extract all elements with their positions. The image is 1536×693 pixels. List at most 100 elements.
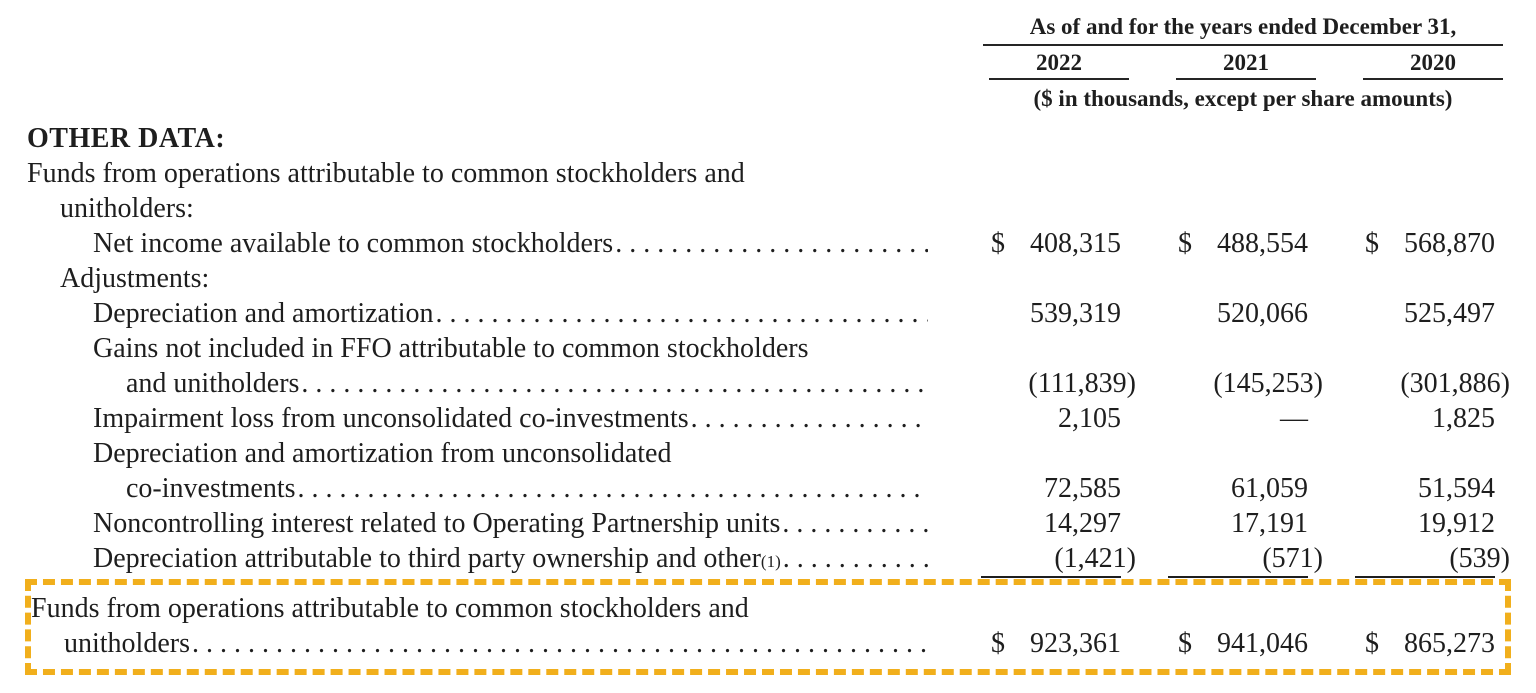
currency-symbol: $ — [991, 628, 1005, 659]
dot-leader — [192, 626, 928, 661]
value-2020: (539) — [1355, 541, 1510, 578]
value-2020: 51,594 — [1355, 471, 1495, 506]
dot-leader — [298, 471, 928, 506]
amount: 539,319 — [1030, 298, 1121, 329]
amount: 17,191 — [1231, 508, 1308, 539]
table-data-row: Noncontrolling interest related to Opera… — [0, 506, 1536, 541]
highlighted-rows: Funds from operations attributable to co… — [31, 591, 1505, 661]
value-2022: 2,105 — [981, 401, 1121, 436]
table-data-row: Impairment loss from unconsolidated co-i… — [0, 401, 1536, 436]
row-label: Depreciation and amortization from uncon… — [93, 438, 672, 469]
row-label: unitholders: — [60, 193, 194, 224]
value-2020: $568,870 — [1355, 226, 1495, 261]
dot-leader — [691, 401, 928, 436]
value-2020: 525,497 — [1355, 296, 1495, 331]
amount: 72,585 — [1044, 473, 1121, 504]
year-column-2021: 2021 — [1176, 51, 1316, 80]
table-label-row: Funds from operations attributable to co… — [31, 591, 1505, 626]
value-2021: $488,554 — [1168, 226, 1308, 261]
row-label: Gains not included in FFO attributable t… — [93, 333, 809, 364]
value-2021: (571) — [1168, 541, 1323, 578]
row-label: Noncontrolling interest related to Opera… — [93, 508, 781, 539]
table-header: As of and for the years ended December 3… — [0, 14, 1536, 111]
row-label: Funds from operations attributable to co… — [27, 158, 745, 189]
amount: 408,315 — [1030, 228, 1121, 259]
table-data-row: and unitholders (111,839) (145,253) (301,88… — [0, 366, 1536, 401]
amount: 941,046 — [1217, 628, 1308, 659]
table-body: OTHER DATA: Funds from operations attribu… — [0, 121, 1536, 578]
header-years-row: 2022 2021 2020 — [0, 51, 1536, 80]
value-2022: 539,319 — [981, 296, 1121, 331]
currency-symbol: $ — [1178, 228, 1192, 259]
value-2020: $865,273 — [1355, 626, 1495, 661]
table-label-row: Gains not included in FFO attributable t… — [0, 331, 1536, 366]
currency-symbol: $ — [1365, 228, 1379, 259]
currency-symbol: $ — [991, 228, 1005, 259]
currency-symbol: $ — [1178, 628, 1192, 659]
value-2021: (145,253) — [1168, 366, 1323, 401]
year-column-2020: 2020 — [1363, 51, 1503, 80]
row-label: Adjustments: — [60, 263, 210, 294]
amount: — — [1280, 403, 1308, 434]
table-label-row: Adjustments: — [0, 261, 1536, 296]
dot-leader — [436, 296, 928, 331]
value-2022: $923,361 — [981, 626, 1121, 661]
header-units-note: ($ in thousands, except per share amount… — [1033, 86, 1453, 111]
table-label-row: Funds from operations attributable to co… — [0, 156, 1536, 191]
value-2022: (111,839) — [981, 366, 1136, 401]
amount: 51,594 — [1418, 473, 1495, 504]
amount: 14,297 — [1044, 508, 1121, 539]
dot-leader — [783, 541, 928, 576]
value-2021: 520,066 — [1168, 296, 1308, 331]
header-period-title: As of and for the years ended December 3… — [983, 14, 1503, 46]
table-data-row: Depreciation and amortization 539,319 520,… — [0, 296, 1536, 331]
amount: 1,825 — [1432, 403, 1495, 434]
currency-symbol: $ — [1365, 628, 1379, 659]
amount: (1,421) — [1054, 543, 1136, 574]
amount: 520,066 — [1217, 298, 1308, 329]
value-2022: $408,315 — [981, 226, 1121, 261]
amount: 19,912 — [1418, 508, 1495, 539]
value-2022: 14,297 — [981, 506, 1121, 541]
amount: 2,105 — [1058, 403, 1121, 434]
row-label: Funds from operations attributable to co… — [31, 593, 749, 624]
row-label: Impairment loss from unconsolidated co-i… — [93, 403, 689, 434]
row-label: Depreciation attributable to third party… — [93, 543, 761, 574]
value-2021: 17,191 — [1168, 506, 1308, 541]
amount: 923,361 — [1030, 628, 1121, 659]
amount: 865,273 — [1404, 628, 1495, 659]
amount: (301,886) — [1400, 368, 1510, 399]
dot-leader — [301, 366, 928, 401]
table-data-row: Depreciation attributable to third party… — [0, 541, 1536, 578]
amount: (111,839) — [1028, 368, 1136, 399]
amount: 525,497 — [1404, 298, 1495, 329]
table-data-row: co-investments 72,585 61,059 51,594 — [0, 471, 1536, 506]
year-column-2022: 2022 — [989, 51, 1129, 80]
section-title: OTHER DATA: — [27, 123, 226, 154]
row-label: co-investments — [126, 473, 296, 504]
table-label-row: unitholders: — [0, 191, 1536, 226]
row-label: unitholders — [64, 628, 190, 659]
value-2021: — — [1168, 401, 1308, 436]
value-2021: $941,046 — [1168, 626, 1308, 661]
table-data-row: unitholders$923,361$941,046$865,273 — [31, 626, 1505, 661]
highlight-box: Funds from operations attributable to co… — [25, 579, 1511, 675]
amount: (145,253) — [1213, 368, 1323, 399]
dot-leader — [782, 506, 928, 541]
amount: (571) — [1262, 543, 1323, 574]
value-2020: (301,886) — [1355, 366, 1510, 401]
row-label: and unitholders — [126, 368, 300, 399]
row-label: Net income available to common stockhold… — [93, 228, 614, 259]
amount: 568,870 — [1404, 228, 1495, 259]
table-data-row: Net income available to common stockhold… — [0, 226, 1536, 261]
value-2020: 19,912 — [1355, 506, 1495, 541]
value-2022: 72,585 — [981, 471, 1121, 506]
amount: (539) — [1449, 543, 1510, 574]
value-2020: 1,825 — [1355, 401, 1495, 436]
table-label-row: Depreciation and amortization from uncon… — [0, 436, 1536, 471]
row-label: Depreciation and amortization — [93, 298, 434, 329]
amount: 488,554 — [1217, 228, 1308, 259]
dot-leader — [615, 226, 928, 261]
value-2022: (1,421) — [981, 541, 1136, 578]
